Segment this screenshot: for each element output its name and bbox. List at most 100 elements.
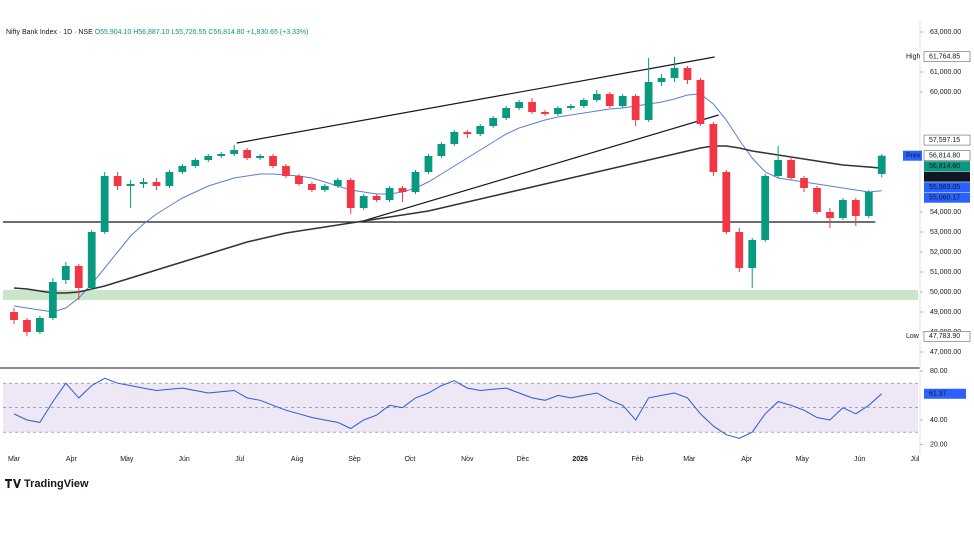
x-tick-label: May bbox=[796, 456, 810, 463]
candle-body bbox=[230, 150, 239, 154]
price-badge bbox=[923, 150, 971, 161]
trendline bbox=[236, 56, 715, 144]
x-tick-label: Dec bbox=[517, 456, 530, 463]
candle-body bbox=[10, 312, 18, 320]
price-badge-tag: Prev bbox=[906, 153, 921, 160]
header-item: H56,887.10 bbox=[133, 29, 171, 36]
candle-body bbox=[139, 182, 148, 184]
y-tick-label: 50,000.00 bbox=[930, 289, 961, 296]
y-tick-label: 53,000.00 bbox=[930, 229, 961, 236]
candle-body bbox=[152, 182, 161, 186]
price-badge-tag-box bbox=[903, 51, 922, 62]
candle-body bbox=[748, 240, 757, 268]
header-item: +1,830.65 (+3.33%) bbox=[247, 29, 309, 36]
header-item: L55,726.55 bbox=[171, 29, 208, 36]
price-badge bbox=[923, 134, 971, 146]
brand: TradingView bbox=[24, 478, 89, 490]
x-tick-label: Jun bbox=[179, 456, 190, 463]
price-badge bbox=[923, 331, 971, 342]
candle-body bbox=[178, 166, 187, 172]
candle-body bbox=[204, 156, 213, 160]
candle-body bbox=[256, 156, 264, 158]
price-badge-label: 56,814.80 bbox=[929, 163, 960, 170]
candle-body bbox=[877, 155, 886, 174]
x-tick-label: Jul bbox=[235, 456, 244, 463]
candle-body bbox=[709, 124, 718, 172]
candle-body bbox=[696, 80, 705, 124]
candle-body bbox=[631, 96, 640, 120]
x-tick-label: Mar bbox=[8, 456, 21, 463]
candle-body bbox=[838, 200, 847, 218]
rsi-badge-label: 61.37 bbox=[929, 391, 947, 398]
candle-body bbox=[308, 184, 316, 190]
price-badge-label: 56,814.80 bbox=[929, 153, 960, 160]
x-tick-label: Jul bbox=[911, 456, 920, 463]
x-tick-label: May bbox=[120, 456, 134, 463]
candle-body bbox=[722, 172, 731, 232]
x-tick-label: Apr bbox=[66, 456, 78, 463]
x-tick-label: Sep bbox=[348, 456, 361, 463]
candle-body bbox=[74, 266, 83, 288]
candle-body bbox=[489, 118, 498, 126]
candle-body bbox=[372, 196, 381, 200]
candle-body bbox=[61, 266, 70, 280]
y-tick-label: 54,000.00 bbox=[930, 209, 961, 216]
candle-body bbox=[670, 68, 679, 78]
price-badge bbox=[923, 51, 971, 62]
candle-body bbox=[333, 180, 342, 186]
candle-body bbox=[359, 196, 368, 208]
candle-body bbox=[36, 318, 44, 332]
header-item: O55,904.10 bbox=[95, 29, 134, 36]
y-tick-label: 47,000.00 bbox=[930, 349, 961, 356]
price-badge-tag: High bbox=[906, 54, 921, 61]
x-tick-label: Mar bbox=[683, 456, 696, 463]
rsi-line bbox=[13, 377, 883, 439]
candle-body bbox=[385, 188, 394, 200]
candle-body bbox=[126, 184, 135, 186]
support-zone bbox=[3, 290, 918, 300]
candle-body bbox=[528, 102, 536, 112]
candle-body bbox=[644, 82, 653, 120]
x-tick-label: Oct bbox=[404, 456, 415, 463]
candle-body bbox=[450, 132, 459, 144]
candle-body bbox=[295, 176, 303, 184]
candle-body bbox=[813, 188, 821, 212]
price-badge-tag-box bbox=[903, 331, 922, 342]
candle-body bbox=[826, 212, 834, 218]
y-tick-label: 52,000.00 bbox=[930, 249, 961, 256]
candle-body bbox=[320, 186, 329, 190]
rsi-tick-label: 80.00 bbox=[930, 368, 948, 375]
candle-body bbox=[217, 154, 226, 156]
price-badge-label: 55,060.17 bbox=[929, 195, 960, 202]
x-tick-label: Nov bbox=[461, 456, 474, 463]
candle-body bbox=[48, 282, 57, 318]
candle-body bbox=[618, 96, 627, 106]
price-badge bbox=[924, 171, 970, 182]
candle-body bbox=[282, 166, 290, 176]
x-tick-label: 2026 bbox=[572, 456, 588, 463]
trendline bbox=[359, 114, 719, 223]
price-badge-tag-box bbox=[903, 150, 922, 161]
price-badge-label: 56,189.99 bbox=[929, 174, 960, 181]
candle-body bbox=[23, 320, 31, 332]
candle-body bbox=[567, 106, 575, 108]
candle-body bbox=[800, 178, 808, 188]
moving-average bbox=[13, 93, 882, 313]
candle-body bbox=[761, 176, 770, 240]
header-item: Nifty Bank Index · 1D · NSE bbox=[6, 29, 95, 36]
candle-body bbox=[592, 94, 601, 100]
candle-body bbox=[515, 102, 523, 108]
price-badge bbox=[924, 182, 970, 193]
candle-body bbox=[87, 232, 96, 288]
rsi-tick-label: 40.00 bbox=[930, 417, 948, 424]
candle-body bbox=[398, 188, 407, 192]
candle-body bbox=[437, 144, 446, 156]
y-tick-label: 51,000.00 bbox=[930, 269, 961, 276]
candle-body bbox=[605, 94, 614, 106]
rsi-tick-label: 20.00 bbox=[930, 441, 948, 448]
x-tick-label: Aug bbox=[291, 456, 304, 463]
candle-body bbox=[735, 232, 744, 268]
price-badge-label: 55,983.05 bbox=[929, 184, 960, 191]
candle-body bbox=[113, 176, 122, 186]
